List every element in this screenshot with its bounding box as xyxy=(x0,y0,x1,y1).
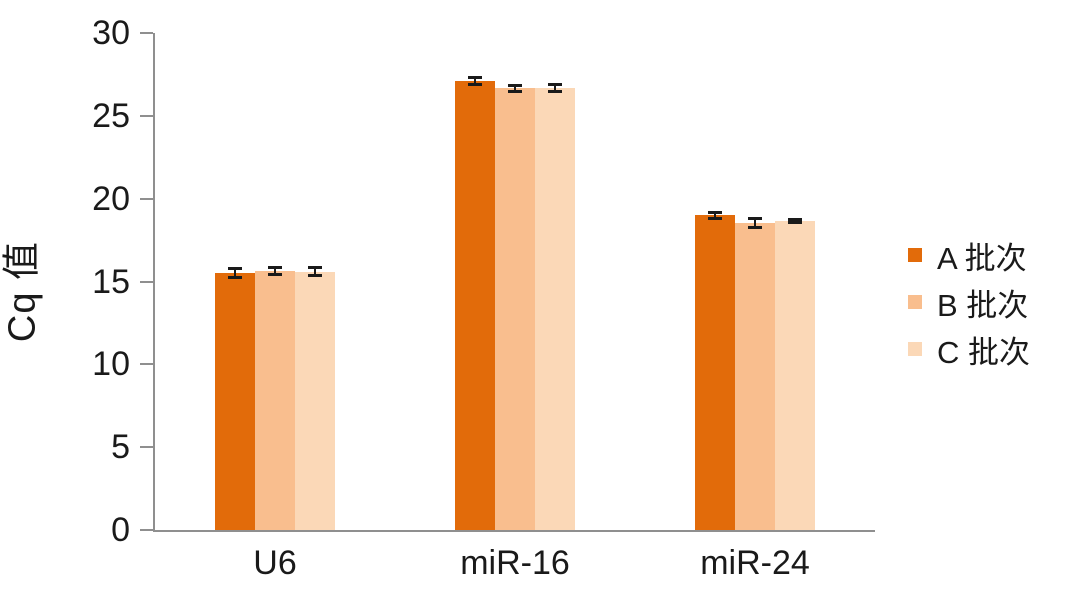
y-tick-label: 5 xyxy=(111,428,130,467)
x-category-label: miR-16 xyxy=(460,544,570,582)
y-tick-mark xyxy=(140,529,153,531)
y-tick-mark xyxy=(140,197,153,200)
error-bar-line xyxy=(474,76,476,86)
error-bar-line xyxy=(234,268,236,279)
legend-item: B 批次 xyxy=(908,285,1030,323)
bar xyxy=(495,88,535,530)
error-bar-cap-bottom xyxy=(508,89,522,93)
plot-area xyxy=(153,33,875,532)
error-bar-cap-top xyxy=(708,210,722,214)
bar xyxy=(695,215,735,530)
error-bar-cap-bottom xyxy=(788,221,802,225)
y-tick-mark xyxy=(140,446,153,449)
bar xyxy=(215,273,255,530)
bar xyxy=(535,87,575,530)
x-category-label: U6 xyxy=(253,544,297,582)
legend-item: C 批次 xyxy=(908,332,1030,370)
error-bar-cap-bottom xyxy=(548,89,562,93)
y-tick-label: 30 xyxy=(92,14,130,52)
error-bar-cap-top xyxy=(748,216,762,220)
error-bar-cap-bottom xyxy=(228,276,242,280)
error-bar-cap-top xyxy=(228,267,242,271)
error-bar-line xyxy=(554,83,556,92)
error-bar-cap-top xyxy=(508,84,522,88)
y-tick-label: 0 xyxy=(111,511,130,549)
y-tick-label: 10 xyxy=(92,345,130,384)
error-bar-line xyxy=(714,211,716,219)
legend-swatch xyxy=(908,295,922,309)
y-tick-mark xyxy=(140,114,153,117)
bar xyxy=(735,222,775,530)
legend-label: B 批次 xyxy=(937,287,1029,323)
legend-swatch xyxy=(908,248,922,262)
error-bar-cap-bottom xyxy=(268,272,282,276)
y-tick-mark xyxy=(140,280,153,283)
error-bar-line xyxy=(314,267,316,276)
y-tick-label: 20 xyxy=(92,179,130,218)
error-bar-cap-top xyxy=(548,82,562,86)
legend-label: C 批次 xyxy=(937,334,1030,370)
error-bar-cap-top xyxy=(468,75,482,79)
y-tick-label: 15 xyxy=(92,262,130,301)
legend-swatch xyxy=(908,342,922,356)
error-bar-line xyxy=(754,217,756,228)
error-bar-cap-top xyxy=(268,265,282,269)
error-bar-cap-bottom xyxy=(748,225,762,229)
y-axis-title: Cq 值 xyxy=(1,240,44,343)
legend-label: A 批次 xyxy=(937,240,1027,276)
bar xyxy=(255,270,295,530)
error-bar-cap-top xyxy=(788,218,802,222)
y-tick-mark xyxy=(140,32,153,34)
bar xyxy=(775,221,815,530)
error-bar-cap-bottom xyxy=(468,83,482,87)
legend-item: A 批次 xyxy=(908,238,1030,276)
y-tick-label: 25 xyxy=(92,96,130,135)
error-bar-cap-bottom xyxy=(708,216,722,220)
error-bar-cap-bottom xyxy=(308,273,322,277)
bar xyxy=(295,271,335,530)
legend: A 批次 B 批次 C 批次 xyxy=(908,238,1030,379)
bar xyxy=(455,81,495,530)
error-bar-cap-top xyxy=(308,266,322,270)
x-category-label: miR-24 xyxy=(700,544,810,582)
y-tick-mark xyxy=(140,363,153,366)
error-bar-line xyxy=(514,85,516,92)
error-bar-line xyxy=(274,266,276,275)
